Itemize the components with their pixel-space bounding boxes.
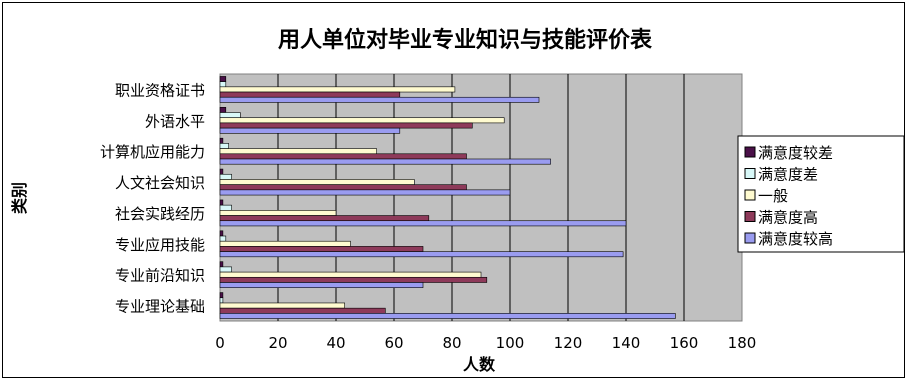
bar bbox=[219, 266, 232, 273]
bar bbox=[219, 153, 467, 160]
x-tick-label: 40 bbox=[326, 334, 345, 352]
x-tick-label: 80 bbox=[442, 334, 461, 352]
x-tick-label: 140 bbox=[612, 334, 641, 352]
bar bbox=[219, 204, 232, 211]
bar bbox=[219, 143, 229, 149]
x-tick-label: 120 bbox=[554, 334, 583, 352]
bar bbox=[219, 210, 337, 216]
bar bbox=[219, 112, 241, 119]
legend-label: 满意度差 bbox=[758, 166, 818, 184]
bar bbox=[219, 91, 401, 98]
bar bbox=[219, 246, 424, 252]
x-tick-label: 60 bbox=[384, 334, 403, 352]
category-label: 职业资格证书 bbox=[115, 81, 205, 99]
bar bbox=[219, 282, 424, 288]
bar bbox=[219, 158, 551, 165]
category-label: 专业前沿知识 bbox=[115, 267, 205, 285]
bar bbox=[219, 86, 456, 93]
bar bbox=[219, 179, 415, 185]
bar bbox=[219, 313, 676, 319]
legend-swatch bbox=[744, 211, 756, 222]
category-labels: 职业资格证书外语水平计算机应用能力人文社会知识社会实践经历专业应用技能专业前沿知… bbox=[100, 81, 205, 315]
bars bbox=[219, 76, 676, 319]
bar bbox=[219, 137, 224, 144]
bar bbox=[219, 199, 224, 206]
legend-swatch bbox=[744, 146, 756, 158]
bar bbox=[219, 117, 505, 124]
y-axis-label: 类别 bbox=[10, 182, 29, 214]
bar bbox=[219, 215, 430, 222]
bar bbox=[219, 173, 232, 180]
bar-chart: 用人单位对毕业专业知识与技能评价表 职业资格证书外语水平计算机应用能力人文社会知… bbox=[10, 27, 904, 374]
category-label: 人文社会知识 bbox=[115, 174, 205, 192]
bar bbox=[219, 184, 467, 191]
bar bbox=[219, 276, 488, 283]
bar bbox=[219, 235, 227, 242]
x-tick-label: 100 bbox=[496, 334, 525, 352]
bar bbox=[219, 230, 224, 237]
legend-label: 满意度较差 bbox=[758, 144, 833, 162]
bar bbox=[219, 76, 227, 82]
bar bbox=[219, 297, 224, 304]
category-label: 外语水平 bbox=[145, 112, 205, 130]
bar bbox=[219, 168, 224, 175]
bar bbox=[219, 96, 540, 103]
bar bbox=[219, 107, 227, 113]
x-tick-label: 20 bbox=[268, 334, 287, 352]
legend-swatch bbox=[744, 232, 756, 244]
bar bbox=[219, 261, 224, 268]
bar bbox=[219, 81, 227, 88]
bar bbox=[219, 307, 386, 314]
category-label: 专业应用技能 bbox=[115, 236, 205, 254]
bar bbox=[219, 240, 351, 247]
legend-swatch bbox=[744, 189, 756, 201]
legend-box bbox=[737, 135, 904, 253]
x-tick-labels: 0 20 40 60 80 100 120 140 160 180 bbox=[215, 334, 756, 352]
legend-label: 一般 bbox=[758, 187, 788, 205]
chart-title: 用人单位对毕业专业知识与技能评价表 bbox=[278, 27, 653, 53]
x-axis-label: 人数 bbox=[463, 355, 496, 374]
legend-swatch bbox=[744, 168, 756, 179]
bar bbox=[219, 148, 377, 155]
bar bbox=[219, 127, 401, 134]
x-tick-label: 180 bbox=[728, 334, 757, 352]
legend-label: 满意度高 bbox=[758, 209, 818, 227]
bar bbox=[219, 251, 624, 258]
bar bbox=[219, 302, 345, 309]
legend-label: 满意度较高 bbox=[758, 230, 833, 248]
category-label: 专业理论基础 bbox=[115, 298, 205, 316]
x-tick-label: 160 bbox=[670, 334, 699, 352]
bar bbox=[219, 220, 627, 227]
bar bbox=[219, 292, 224, 299]
bar bbox=[219, 122, 473, 129]
bar bbox=[219, 189, 511, 196]
bar bbox=[219, 271, 482, 278]
category-label: 社会实践经历 bbox=[115, 205, 205, 223]
category-label: 计算机应用能力 bbox=[100, 143, 205, 161]
x-tick-label: 0 bbox=[215, 334, 225, 352]
